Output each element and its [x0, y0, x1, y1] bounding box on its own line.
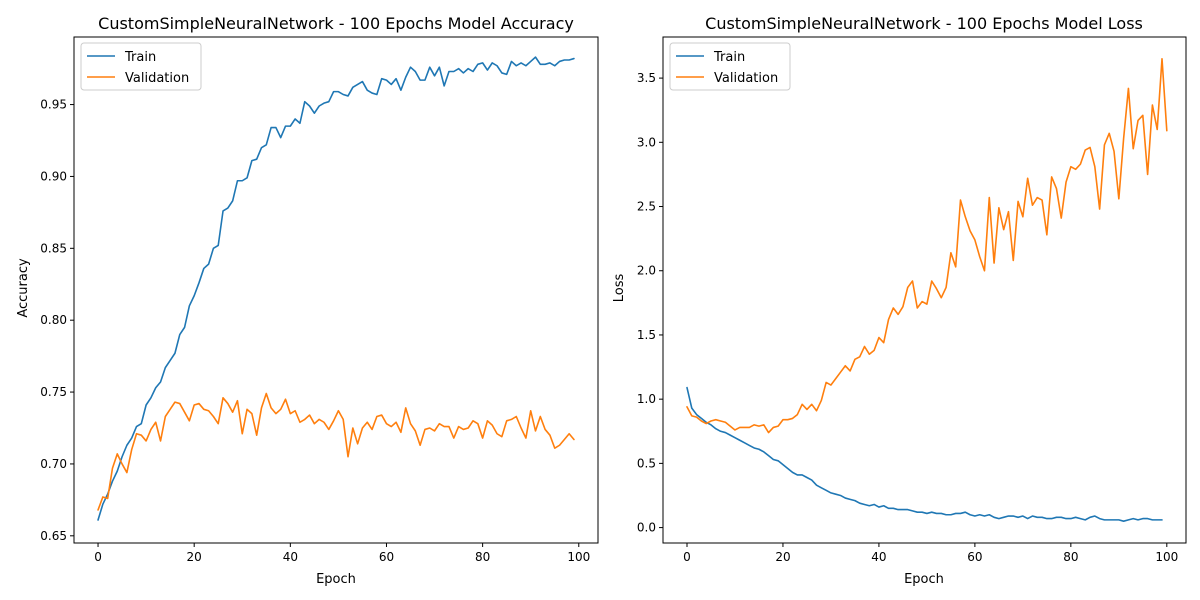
- loss-chart-panel: CustomSimpleNeuralNetwork - 100 Epochs M…: [612, 14, 1187, 587]
- loss-y-tick-label: 1.0: [637, 392, 656, 406]
- accuracy-y-tick-label: 0.80: [40, 313, 67, 327]
- accuracy-legend-validation-label: Validation: [125, 71, 189, 86]
- accuracy-x-tick-label: 100: [567, 550, 590, 564]
- loss-x-tick-label: 60: [967, 550, 982, 564]
- loss-x-tick-label: 100: [1155, 550, 1178, 564]
- accuracy-legend-box: [80, 42, 202, 91]
- loss-x-tick-label: 80: [1063, 550, 1078, 564]
- loss-legend-validation-label: Validation: [714, 71, 778, 86]
- accuracy-y-tick-label: 0.95: [40, 98, 67, 112]
- accuracy-x-tick-label: 0: [94, 550, 102, 564]
- loss-y-tick-label: 3.5: [637, 71, 656, 85]
- loss-legend: Train Validation: [669, 42, 791, 91]
- accuracy-y-tick-label: 0.85: [40, 241, 67, 255]
- accuracy-axes-frame: [73, 36, 599, 544]
- loss-x-tick-label: 20: [775, 550, 790, 564]
- loss-validation-line: [686, 58, 1168, 434]
- accuracy-y-axis-label: Accuracy: [16, 258, 31, 318]
- accuracy-chart-panel: CustomSimpleNeuralNetwork - 100 Epochs M…: [16, 14, 599, 587]
- accuracy-train-line: [97, 56, 575, 521]
- accuracy-y-tick-label: 0.75: [40, 385, 67, 399]
- loss-y-tick-label: 0.5: [637, 456, 656, 470]
- loss-y-axis-label: Loss: [612, 274, 627, 303]
- loss-plot-area: 0 20 40 60 80 100 0.0 0.5 1.0 1.5 2.0 2.5 3.0 3.5: [637, 58, 1178, 564]
- loss-chart-title: CustomSimpleNeuralNetwork - 100 Epochs M…: [705, 14, 1143, 33]
- loss-axes-frame: [662, 36, 1187, 544]
- accuracy-plot-area: 0 20 40 60 80 100 0.65 0.70 0.75 0.80 0.85 0.90 0.95: [40, 56, 590, 564]
- accuracy-x-tick-label: 60: [379, 550, 394, 564]
- accuracy-legend: Train Validation: [80, 42, 202, 91]
- loss-x-tick-label: 40: [871, 550, 886, 564]
- accuracy-y-tick-label: 0.90: [40, 169, 67, 183]
- accuracy-x-tick-label: 40: [283, 550, 298, 564]
- accuracy-chart-title: CustomSimpleNeuralNetwork - 100 Epochs M…: [98, 14, 574, 33]
- loss-legend-train-label: Train: [713, 50, 745, 65]
- loss-legend-box: [669, 42, 791, 91]
- loss-y-tick-label: 1.5: [637, 328, 656, 342]
- loss-train-line: [686, 386, 1163, 522]
- loss-y-tick-label: 3.0: [637, 135, 656, 149]
- accuracy-legend-train-label: Train: [124, 50, 156, 65]
- accuracy-validation-line: [97, 392, 575, 511]
- loss-x-axis-label: Epoch: [904, 572, 944, 587]
- accuracy-x-tick-label: 80: [475, 550, 490, 564]
- loss-x-tick-label: 0: [683, 550, 691, 564]
- loss-y-tick-label: 0.0: [637, 521, 656, 535]
- loss-y-tick-label: 2.0: [637, 264, 656, 278]
- loss-y-tick-label: 2.5: [637, 200, 656, 214]
- accuracy-x-axis-label: Epoch: [316, 572, 356, 587]
- accuracy-y-tick-label: 0.70: [40, 457, 67, 471]
- accuracy-x-tick-label: 20: [187, 550, 202, 564]
- accuracy-y-tick-label: 0.65: [40, 529, 67, 543]
